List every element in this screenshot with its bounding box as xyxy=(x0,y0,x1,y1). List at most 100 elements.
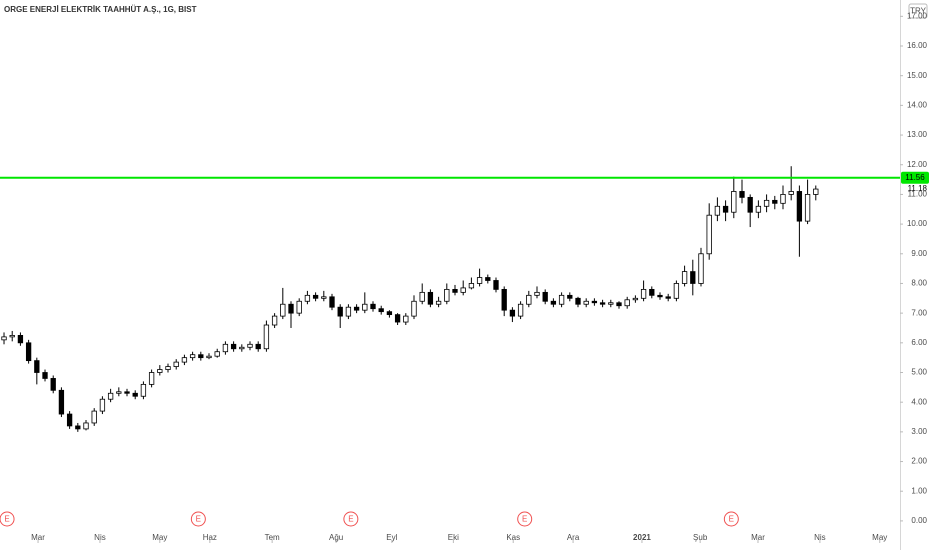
currency[interactable]: TRY xyxy=(910,7,927,16)
candle-body xyxy=(698,253,704,284)
candle-body xyxy=(591,300,598,304)
candle-body xyxy=(714,205,721,216)
earnings-label[interactable]: E xyxy=(4,515,9,524)
x-tick-label: Şub xyxy=(693,533,708,542)
chart-title: ORGE ENERJİ ELEKTRİK TAAHHÜT A.Ş., 1G, B… xyxy=(4,5,197,14)
candle-body xyxy=(173,361,179,367)
candle-body xyxy=(599,302,606,305)
x-tick-label: Ağu xyxy=(329,533,343,542)
candle-body xyxy=(763,199,770,207)
candle-body xyxy=(378,308,384,313)
candle-body xyxy=(58,389,65,415)
candle-body xyxy=(534,291,540,296)
earnings-label[interactable]: E xyxy=(348,515,353,524)
candle-body xyxy=(706,214,712,255)
price-level-tag xyxy=(901,171,929,184)
candle-body xyxy=(624,299,630,307)
candle-body xyxy=(649,288,655,296)
candle-body xyxy=(435,300,442,305)
earnings-label[interactable]: E xyxy=(522,515,527,524)
x-tick-label: Haz xyxy=(203,533,217,542)
candle-body xyxy=(1,336,7,341)
x-tick-label: Mar xyxy=(31,533,45,542)
earnings-marker[interactable] xyxy=(0,511,15,527)
candle-body xyxy=(165,366,171,370)
candle-body xyxy=(632,297,639,301)
candle-body xyxy=(755,205,762,213)
x-tick-label: May xyxy=(152,533,167,542)
candle-body xyxy=(157,369,163,373)
currency-box[interactable] xyxy=(908,3,928,19)
candle-body xyxy=(419,291,425,302)
candle-body xyxy=(608,302,614,305)
candle-body xyxy=(345,306,352,317)
x-tick-label: May xyxy=(872,533,887,542)
y-tick-label: 3.00 xyxy=(911,427,927,436)
candle-body xyxy=(567,294,573,299)
candle-body xyxy=(198,354,204,359)
candle-body xyxy=(780,194,786,204)
candle-body xyxy=(181,357,188,363)
candle-body xyxy=(575,297,581,305)
candle-body xyxy=(796,191,803,222)
candle-body xyxy=(206,355,212,359)
earnings-marker[interactable] xyxy=(517,511,533,527)
x-tick-label: Eyl xyxy=(386,533,397,542)
candle-body xyxy=(124,391,130,394)
candle-body xyxy=(140,383,147,397)
y-tick-label: 17.00 xyxy=(907,11,928,20)
x-tick-label: 2021 xyxy=(633,533,651,542)
y-tick-label: 9.00 xyxy=(911,249,927,258)
y-tick-label: 0.00 xyxy=(911,516,927,525)
earnings-label[interactable]: E xyxy=(196,515,201,524)
candle-body xyxy=(337,306,343,317)
candle-body xyxy=(222,343,229,353)
candle-body xyxy=(427,291,434,305)
x-tick-label: Kas xyxy=(506,533,520,542)
y-tick-label: 7.00 xyxy=(911,308,927,317)
candle-body xyxy=(312,294,319,299)
candle-body xyxy=(788,191,794,195)
y-tick-label: 15.00 xyxy=(907,71,928,80)
y-tick-label: 10.00 xyxy=(907,219,928,228)
candle-body xyxy=(386,311,393,316)
earnings-marker[interactable] xyxy=(343,511,359,527)
candle-body xyxy=(50,378,56,391)
candle-body xyxy=(403,315,409,323)
candle-body xyxy=(91,410,97,424)
candle-body xyxy=(722,205,729,213)
candle-body xyxy=(99,398,106,412)
candle-body xyxy=(271,315,278,326)
y-tick-label: 14.00 xyxy=(907,100,928,109)
last-price-label: 11.18 xyxy=(908,184,928,193)
candle-body xyxy=(280,303,286,317)
candle-body xyxy=(804,194,811,222)
candle-body xyxy=(476,277,483,284)
candle-body xyxy=(731,191,737,213)
candle-body xyxy=(66,413,73,427)
candle-body xyxy=(255,343,261,350)
candle-body xyxy=(558,294,565,305)
candle-body xyxy=(394,314,401,323)
candle-body xyxy=(304,294,311,302)
candle-body xyxy=(772,199,778,204)
earnings-marker[interactable] xyxy=(190,511,206,527)
candle-body xyxy=(230,343,237,350)
candle-body xyxy=(509,309,516,317)
candle-body xyxy=(485,277,491,281)
x-tick-label: Mar xyxy=(751,533,765,542)
earnings-label[interactable]: E xyxy=(729,515,734,524)
candle-body xyxy=(42,372,48,379)
candle-body xyxy=(542,291,548,302)
candle-body xyxy=(321,296,327,299)
candle-body xyxy=(329,296,335,308)
y-tick-label: 8.00 xyxy=(911,279,927,288)
x-tick-label: Nis xyxy=(814,533,826,542)
y-tick-label: 2.00 xyxy=(911,457,927,466)
candle-body xyxy=(813,188,819,195)
earnings-marker[interactable] xyxy=(723,511,739,527)
candle-body xyxy=(75,425,81,430)
candle-body xyxy=(25,342,32,362)
